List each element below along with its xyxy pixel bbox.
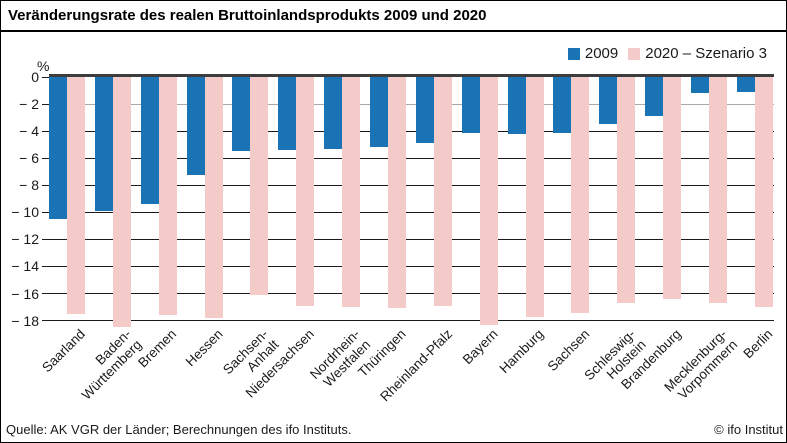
bar-2020-szenario-3-niedersachsen (296, 77, 315, 306)
title-divider (1, 30, 786, 32)
y-tick--18 (42, 320, 49, 322)
y-tick--8 (42, 184, 49, 186)
gridline--16 (49, 293, 774, 295)
bar-2009-schleswig--holstein (599, 77, 618, 125)
legend-item-2009: 2009 (567, 45, 619, 62)
bar-group-hamburg (507, 77, 544, 317)
bar-group-schleswig--holstein (599, 77, 636, 303)
gridline--10 (49, 211, 774, 213)
bar-2020-szenario-3-schleswig--holstein (617, 77, 636, 303)
legend-swatch-2009 (567, 47, 580, 60)
bar-2009-brandenburg (645, 77, 664, 117)
bar-group-rheinland-pfalz (415, 77, 452, 306)
y-tick--16 (42, 293, 49, 295)
bar-2009-berlin (736, 77, 755, 92)
bars-container (49, 77, 773, 328)
bar-2020-szenario-3-bayern (479, 77, 498, 325)
chart-title: Veränderungsrate des realen Bruttoinland… (8, 7, 487, 24)
legend: 2009 2020 – Szenario 3 (567, 45, 767, 62)
bar-2009-rheinland-pfalz (415, 77, 434, 144)
gridline--2 (49, 103, 774, 105)
y-tick--2 (42, 103, 49, 105)
x-label-hessen: Hessen (182, 326, 226, 370)
bar-2020-szenario-3-sachsen (571, 77, 590, 313)
y-tick-label-0: 0 (31, 69, 39, 85)
y-tick-label--16: − 16 (11, 285, 39, 302)
bar-2009-sachsen--anhalt (232, 77, 251, 152)
bar-group-nordrhein--westfalen (324, 77, 361, 308)
bar-group-bayern (461, 77, 498, 325)
legend-swatch-2020 (628, 47, 641, 60)
bar-group-hessen (186, 77, 223, 318)
bar-2009-hamburg (507, 77, 526, 134)
bar-2020-szenario-3-rheinland-pfalz (433, 77, 452, 306)
bar-2020-szenario-3-brandenburg (663, 77, 682, 299)
bar-group-sachsen--anhalt (232, 77, 269, 295)
y-tick-0 (42, 76, 49, 78)
bar-group-mecklenburg--vorpommern (691, 77, 728, 303)
bar-2020-szenario-3-bremen (158, 77, 177, 316)
legend-item-2020: 2020 – Szenario 3 (628, 45, 767, 62)
copyright-note: © ifo Institut (714, 422, 783, 437)
bar-group-brandenburg (645, 77, 682, 299)
bar-2020-szenario-3-nordrhein--westfalen (342, 77, 361, 308)
gridline--6 (49, 157, 774, 159)
gridline--4 (49, 130, 774, 132)
bar-group-saarland (49, 77, 85, 314)
bar-2020-szenario-3-hessen (204, 77, 223, 318)
bar-2009-thüringen (370, 77, 389, 148)
y-tick-label--6: − 6 (19, 150, 39, 167)
gridline--12 (49, 238, 774, 240)
bar-2009-hessen (186, 77, 205, 175)
bar-2009-bayern (461, 77, 480, 133)
y-tick-label--14: − 14 (11, 258, 39, 275)
source-note: Quelle: AK VGR der Länder; Berechnungen … (6, 422, 352, 437)
gridline--8 (49, 184, 774, 186)
y-tick-label--18: − 18 (11, 312, 39, 329)
y-tick-label--10: − 10 (11, 204, 39, 221)
bar-2009-niedersachsen (278, 77, 297, 151)
bar-2009-saarland (49, 77, 67, 220)
bar-2020-szenario-3-saarland (67, 77, 85, 314)
y-tick-label--2: − 2 (19, 96, 39, 113)
y-tick--6 (42, 157, 49, 159)
y-tick--12 (42, 238, 49, 240)
x-label-bayern: Bayern (459, 326, 501, 368)
y-tick--4 (42, 130, 49, 132)
bar-2020-szenario-3-mecklenburg--vorpommern (709, 77, 728, 303)
gridline--18 (49, 320, 774, 322)
bar-2020-szenario-3-baden--württemberg (112, 77, 131, 328)
legend-label-2009: 2009 (584, 45, 619, 62)
zero-axis-line (49, 74, 774, 77)
bar-group-berlin (736, 77, 773, 308)
bar-2009-mecklenburg--vorpommern (691, 77, 710, 94)
bar-group-niedersachsen (278, 77, 315, 306)
bar-group-thüringen (370, 77, 407, 309)
bar-2020-szenario-3-thüringen (388, 77, 407, 309)
y-tick--10 (42, 211, 49, 213)
footer: Quelle: AK VGR der Länder; Berechnungen … (1, 422, 786, 437)
y-axis-unit-label: % (37, 58, 50, 74)
bar-2020-szenario-3-berlin (754, 77, 773, 308)
bar-2020-szenario-3-sachsen--anhalt (250, 77, 269, 295)
legend-label-2020: 2020 – Szenario 3 (645, 45, 767, 62)
bar-2009-sachsen (553, 77, 572, 133)
bar-group-sachsen (553, 77, 590, 313)
bar-2020-szenario-3-hamburg (525, 77, 544, 317)
bar-2009-nordrhein--westfalen (324, 77, 343, 149)
bar-2009-baden--württemberg (94, 77, 113, 211)
bar-2009-bremen (140, 77, 159, 205)
gridline--14 (49, 265, 774, 267)
y-tick-label--4: − 4 (19, 123, 39, 140)
x-label-hamburg: Hamburg (496, 326, 547, 377)
x-label-berlin: Berlin (740, 326, 776, 362)
y-tick-label--8: − 8 (19, 177, 39, 194)
bar-group-baden--württemberg (94, 77, 131, 328)
y-tick--14 (42, 265, 49, 267)
bar-group-bremen (140, 77, 177, 316)
y-tick-label--12: − 12 (11, 231, 39, 248)
